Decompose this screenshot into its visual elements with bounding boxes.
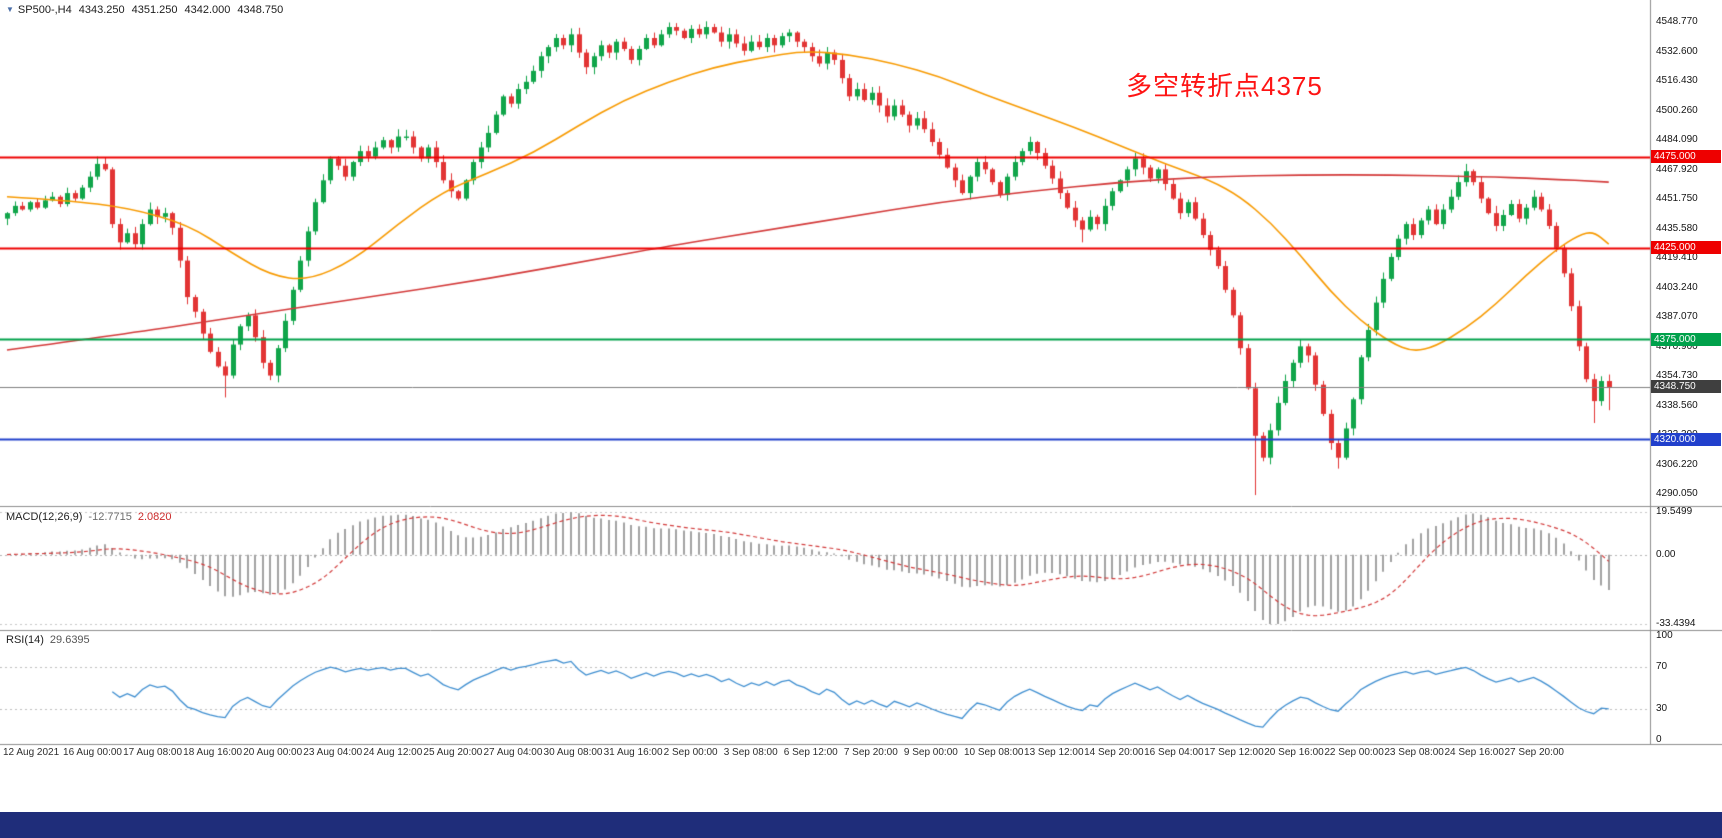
time-axis-label: 17 Sep 12:00 — [1204, 747, 1264, 758]
symbol-label: SP500-,H4 — [17, 4, 72, 16]
time-axis-label: 20 Aug 00:00 — [243, 747, 303, 758]
macd-axis-label: -33.4394 — [1656, 618, 1696, 629]
time-axis-label: 6 Sep 12:00 — [783, 747, 838, 758]
annotation-text[interactable]: 多空转折点4375 — [1126, 71, 1323, 101]
time-axis-label: 14 Sep 20:00 — [1084, 747, 1144, 758]
macd-main-value: -12.7715 — [88, 511, 132, 523]
price-axis-label: 4354.730 — [1656, 370, 1698, 382]
time-axis-label: 30 Aug 08:00 — [543, 747, 603, 758]
rsi-indicator-label: RSI(14) 29.6395 — [6, 634, 90, 646]
chart-canvas[interactable] — [0, 0, 1722, 762]
time-axis-label: 25 Aug 20:00 — [423, 747, 483, 758]
rsi-axis-label: 100 — [1656, 630, 1673, 641]
price-axis-label: 4290.050 — [1656, 488, 1698, 500]
time-axis-label: 9 Sep 00:00 — [903, 747, 958, 758]
time-axis-label: 12 Aug 2021 — [3, 747, 60, 758]
time-axis-label: 10 Sep 08:00 — [963, 747, 1024, 758]
price-axis-label: 4403.240 — [1656, 281, 1698, 293]
price-axis-label: 4451.750 — [1656, 193, 1698, 205]
price-axis-label: 4306.220 — [1656, 458, 1698, 470]
time-axis-label: 7 Sep 20:00 — [843, 747, 898, 758]
time-axis-label: 17 Aug 08:00 — [123, 747, 183, 758]
ohlc-close: 4348.750 — [237, 4, 284, 16]
ohlc-open: 4343.250 — [78, 4, 125, 16]
symbol-ohlc-header: ▼ SP500-,H4 4343.250 4351.250 4342.000 4348.7… — [6, 4, 283, 16]
time-axis-label: 24 Aug 12:00 — [363, 747, 423, 758]
price-tag-4425.000: 4425.000 — [1651, 241, 1721, 255]
price-tag-4475.000: 4475.000 — [1651, 150, 1721, 164]
price-axis-label: 4484.090 — [1656, 134, 1698, 145]
time-axis-label: 22 Sep 00:00 — [1324, 747, 1384, 758]
price-axis-label: 4338.560 — [1656, 399, 1698, 411]
ohlc-low: 4342.000 — [184, 4, 231, 16]
symbol-icon: ▼ — [6, 5, 14, 14]
price-axis[interactable]: 4548.770 4532.600 4516.430 4500.260 4484.090… — [1650, 0, 1722, 762]
price-axis-label: 4387.070 — [1656, 311, 1698, 323]
macd-axis-label: 0.00 — [1656, 548, 1676, 560]
price-axis-label: 4532.600 — [1656, 45, 1698, 57]
taskbar[interactable] — [0, 812, 1722, 838]
time-axis-label: 23 Sep 08:00 — [1384, 747, 1444, 758]
rsi-axis-label: 70 — [1656, 661, 1668, 673]
time-axis-label: 16 Aug 00:00 — [63, 747, 122, 758]
time-axis-label: 16 Sep 04:00 — [1144, 747, 1204, 758]
time-axis-label: 3 Sep 08:00 — [723, 747, 778, 758]
time-axis-label: 27 Sep 20:00 — [1504, 747, 1565, 758]
macd-signal-value: 2.0820 — [137, 511, 172, 523]
rsi-axis-label: 30 — [1656, 702, 1668, 714]
price-axis-label: 4370.900 — [1656, 340, 1698, 352]
ohlc-high: 4351.250 — [131, 4, 178, 16]
price-axis-label: 4467.920 — [1656, 163, 1698, 175]
time-axis[interactable]: 12 Aug 2021 16 Aug 00:00 17 Aug 08:00 18 Au… — [0, 744, 1650, 762]
time-axis-label: 2 Sep 00:00 — [663, 747, 718, 758]
time-axis-label: 31 Aug 16:00 — [603, 747, 663, 758]
macd-indicator-label: MACD(12,26,9) -12.7715 2.0820 — [6, 511, 172, 523]
price-axis-label: 4500.260 — [1656, 104, 1698, 116]
current-price-tag: 4348.750 — [1651, 380, 1721, 394]
time-axis-label: 24 Sep 16:00 — [1444, 747, 1504, 758]
time-axis-label: 20 Sep 16:00 — [1264, 747, 1324, 758]
price-axis-label: 4435.580 — [1656, 222, 1698, 234]
macd-label: MACD(12,26,9) — [6, 511, 83, 523]
price-axis-label: 4548.770 — [1656, 16, 1698, 27]
price-tag-4375.000: 4375.000 — [1651, 332, 1721, 346]
time-axis-label: 18 Aug 16:00 — [183, 747, 243, 758]
macd-axis-label: 19.5499 — [1656, 506, 1693, 517]
time-axis-label: 13 Sep 12:00 — [1024, 747, 1084, 758]
rsi-value: 29.6395 — [49, 634, 90, 646]
time-axis-label: 23 Aug 04:00 — [303, 747, 363, 758]
time-axis-label: 27 Aug 04:00 — [483, 747, 543, 758]
price-tag-4320.000: 4320.000 — [1651, 432, 1721, 446]
price-axis-label: 4419.410 — [1656, 252, 1698, 264]
price-axis-label: 4516.430 — [1656, 75, 1698, 86]
rsi-label: RSI(14) — [6, 634, 44, 646]
rsi-axis-label: 0 — [1656, 734, 1662, 745]
